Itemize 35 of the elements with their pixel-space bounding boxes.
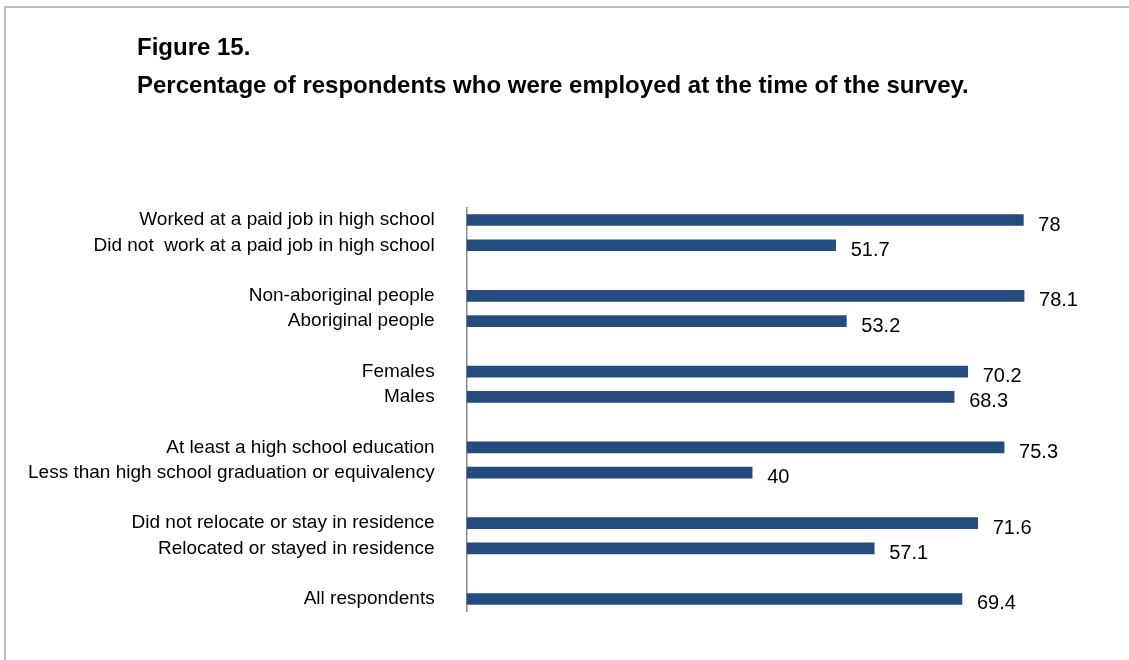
y-tick-label: Males [383, 385, 435, 407]
chart-subtitle: Percentage of respondents who were employed at the time of the survey. [137, 70, 970, 100]
y-tick-label: Did not work at a paid job in high school [93, 233, 435, 255]
bar [466, 239, 836, 252]
data-label: 70.2 [982, 364, 1022, 387]
data-label: 51.7 [850, 237, 890, 260]
y-tick-label: All respondents [303, 587, 435, 609]
bar [466, 365, 969, 378]
data-label: 71.6 [992, 515, 1032, 538]
data-label: 57.1 [889, 540, 929, 563]
bar [466, 466, 753, 479]
y-tick-label: Females [361, 359, 435, 381]
bar [466, 214, 1024, 226]
y-tick-label: Did not relocate or stay in residence [131, 511, 435, 533]
bar [466, 289, 1025, 302]
data-label: 69.4 [976, 591, 1016, 614]
data-label: 68.3 [969, 389, 1009, 412]
bar [466, 517, 979, 530]
y-tick-label: Relocated or stayed in residence [157, 536, 435, 558]
data-label: 75.3 [1019, 439, 1059, 462]
bar [466, 391, 955, 403]
y-tick-label: Aboriginal people [287, 309, 435, 331]
y-tick-label: At least a high school education [166, 435, 435, 457]
y-tick-label: Less than high school graduation or equivalency [27, 460, 436, 482]
bar [466, 441, 1005, 454]
y-tick-label: Non-aboriginal people [248, 284, 435, 306]
data-label: 78 [1038, 212, 1061, 235]
data-label: 78.1 [1039, 288, 1079, 311]
bar [466, 315, 847, 327]
y-tick-label: Worked at a paid job in high school [139, 208, 435, 230]
data-label: 40 [767, 465, 790, 488]
bar [466, 593, 963, 605]
bar [466, 542, 875, 555]
text: Figure 15. [137, 32, 252, 62]
data-label: 53.2 [861, 313, 901, 336]
